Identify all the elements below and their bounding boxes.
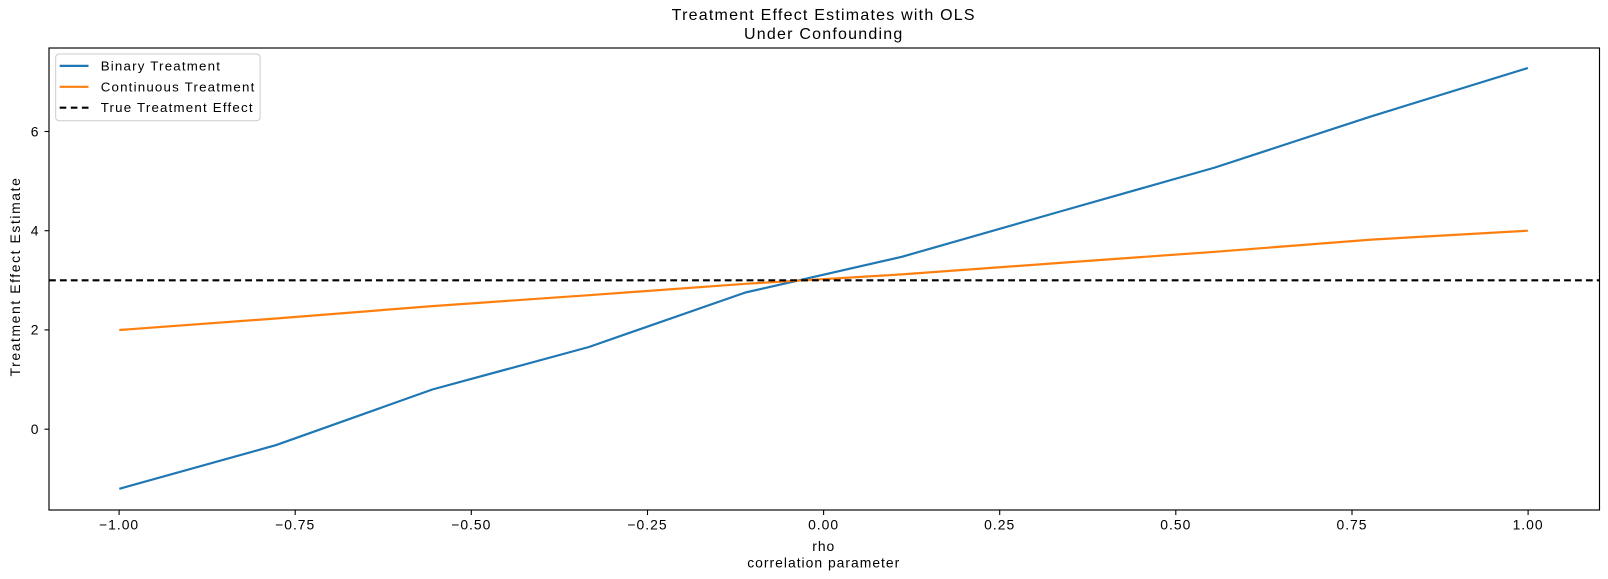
svg-text:Continuous Treatment: Continuous Treatment (101, 79, 256, 94)
svg-text:correlation parameter: correlation parameter (747, 554, 900, 570)
svg-text:−0.50: −0.50 (451, 516, 491, 532)
svg-text:−0.75: −0.75 (275, 516, 315, 532)
svg-text:Treatment Effect Estimates wit: Treatment Effect Estimates with OLS (672, 7, 976, 24)
svg-text:Under Confounding: Under Confounding (744, 26, 904, 43)
svg-text:Treatment Effect Estimate: Treatment Effect Estimate (7, 177, 23, 377)
svg-text:Binary Treatment: Binary Treatment (101, 58, 221, 73)
svg-text:True Treatment Effect: True Treatment Effect (101, 100, 254, 115)
svg-text:2: 2 (31, 322, 39, 338)
svg-text:6: 6 (31, 123, 39, 139)
svg-text:4: 4 (31, 223, 39, 239)
svg-text:0: 0 (31, 421, 39, 437)
svg-text:−0.25: −0.25 (627, 516, 667, 532)
svg-text:0.50: 0.50 (1160, 516, 1191, 532)
svg-text:0.75: 0.75 (1336, 516, 1367, 532)
svg-text:rho: rho (812, 538, 835, 554)
svg-text:1.00: 1.00 (1513, 516, 1544, 532)
svg-text:0.00: 0.00 (808, 516, 839, 532)
svg-text:0.25: 0.25 (984, 516, 1015, 532)
svg-text:−1.00: −1.00 (99, 516, 139, 532)
